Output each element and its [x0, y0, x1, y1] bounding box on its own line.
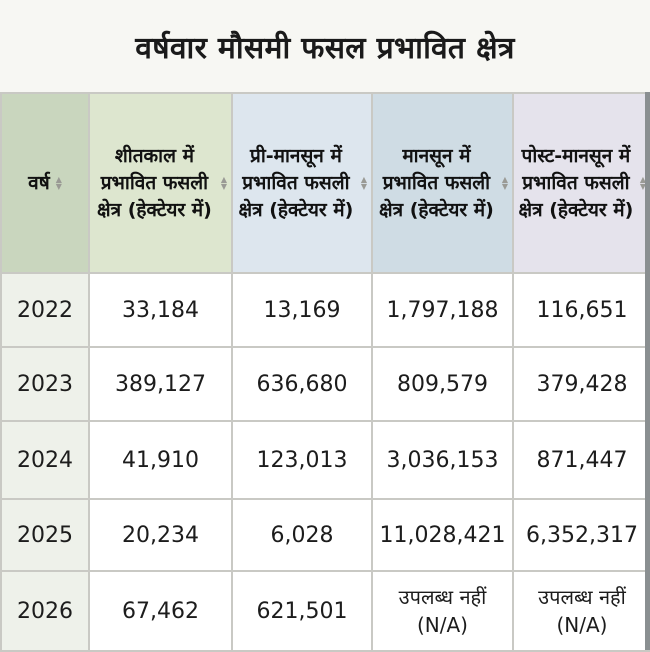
header-monsoon-label: मानसून में प्रभावित फसली क्षेत्र (हेक्टे… [378, 144, 494, 221]
header-year-label: वर्ष [28, 171, 50, 194]
crop-area-table: वर्ष ▲ ▼ शीतकाल में प्रभावित फसली क्षेत्र… [0, 92, 650, 652]
sort-arrows-icon[interactable]: ▲ ▼ [360, 175, 367, 191]
winter-cell: 41,910 [88, 420, 233, 500]
header-post-monsoon[interactable]: पोस्ट-मानसून में प्रभावित फसली क्षेत्र (… [512, 92, 650, 274]
title-bar: वर्षवार मौसमी फसल प्रभावित क्षेत्र [0, 0, 650, 92]
monsoon-cell: 809,579 [371, 346, 514, 422]
year-cell: 2024 [0, 420, 90, 500]
page-title: वर्षवार मौसमी फसल प्रभावित क्षेत्र [135, 30, 515, 66]
winter-cell: 389,127 [88, 346, 233, 422]
year-cell: 2025 [0, 498, 90, 572]
table-row: 2026 67,462 621,501 उपलब्ध नहीं (N/A) उप… [0, 570, 650, 652]
sort-arrows-icon[interactable]: ▲ ▼ [220, 175, 227, 191]
winter-cell: 20,234 [88, 498, 233, 572]
monsoon-cell: 3,036,153 [371, 420, 514, 500]
table-row: 2022 33,184 13,169 1,797,188 116,651 [0, 272, 650, 348]
sort-arrows-icon[interactable]: ▲ ▼ [55, 175, 62, 191]
monsoon-cell: 1,797,188 [371, 272, 514, 348]
post-monsoon-cell: उपलब्ध नहीं (N/A) [512, 570, 650, 652]
header-pre-monsoon-label: प्री-मानसून में प्रभावित फसली क्षेत्र (ह… [238, 144, 354, 221]
sort-arrows-icon[interactable]: ▲ ▼ [501, 175, 508, 191]
header-row: वर्ष ▲ ▼ शीतकाल में प्रभावित फसली क्षेत्र… [0, 92, 650, 274]
pre-monsoon-cell: 6,028 [231, 498, 373, 572]
header-winter[interactable]: शीतकाल में प्रभावित फसली क्षेत्र (हेक्टे… [88, 92, 233, 274]
winter-cell: 67,462 [88, 570, 233, 652]
header-monsoon[interactable]: मानसून में प्रभावित फसली क्षेत्र (हेक्टे… [371, 92, 514, 274]
monsoon-cell: उपलब्ध नहीं (N/A) [371, 570, 514, 652]
header-winter-label: शीतकाल में प्रभावित फसली क्षेत्र (हेक्टे… [96, 144, 212, 221]
sort-arrows-icon[interactable]: ▲ ▼ [639, 175, 646, 191]
post-monsoon-cell: 871,447 [512, 420, 650, 500]
scrollbar[interactable] [645, 92, 650, 650]
pre-monsoon-cell: 13,169 [231, 272, 373, 348]
header-pre-monsoon[interactable]: प्री-मानसून में प्रभावित फसली क्षेत्र (ह… [231, 92, 373, 274]
monsoon-cell: 11,028,421 [371, 498, 514, 572]
winter-cell: 33,184 [88, 272, 233, 348]
header-year[interactable]: वर्ष ▲ ▼ [0, 92, 90, 274]
table-row: 2023 389,127 636,680 809,579 379,428 [0, 346, 650, 422]
header-post-monsoon-label: पोस्ट-मानसून में प्रभावित फसली क्षेत्र (… [518, 144, 634, 221]
post-monsoon-cell: 116,651 [512, 272, 650, 348]
table-row: 2024 41,910 123,013 3,036,153 871,447 [0, 420, 650, 500]
year-cell: 2022 [0, 272, 90, 348]
year-cell: 2023 [0, 346, 90, 422]
pre-monsoon-cell: 636,680 [231, 346, 373, 422]
post-monsoon-cell: 379,428 [512, 346, 650, 422]
year-cell: 2026 [0, 570, 90, 652]
pre-monsoon-cell: 123,013 [231, 420, 373, 500]
post-monsoon-cell: 6,352,317 [512, 498, 650, 572]
pre-monsoon-cell: 621,501 [231, 570, 373, 652]
table-row: 2025 20,234 6,028 11,028,421 6,352,317 [0, 498, 650, 572]
